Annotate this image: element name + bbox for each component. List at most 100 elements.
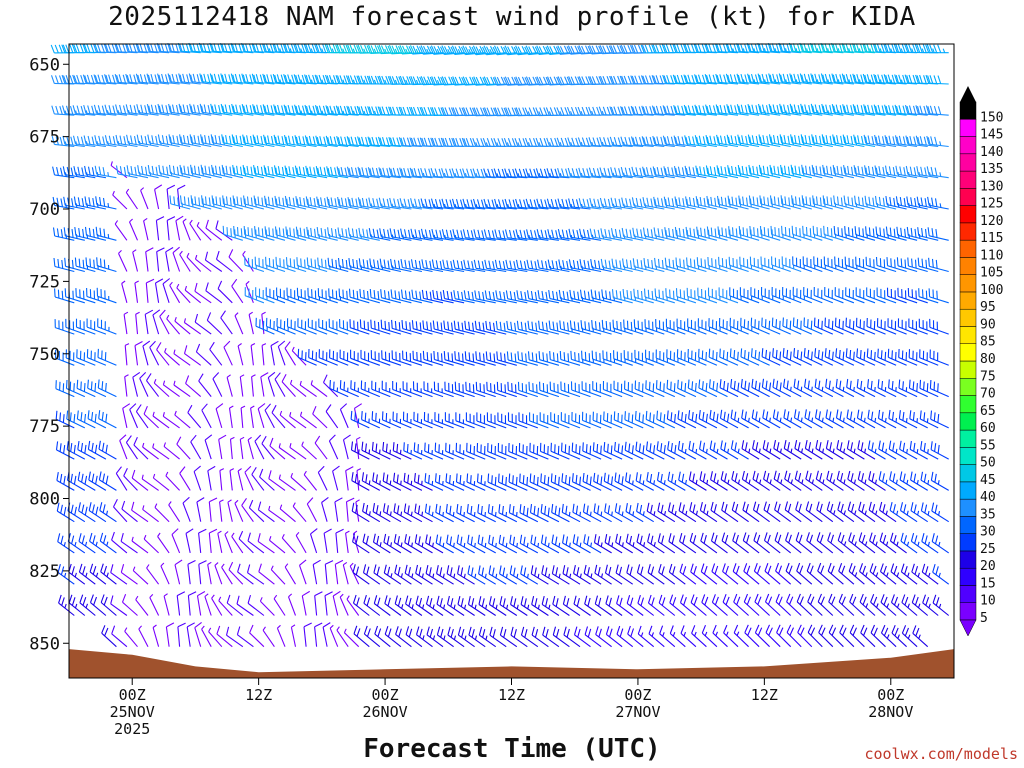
wind-barb: [215, 250, 233, 272]
wind-barb: [169, 195, 191, 210]
wind-barb: [325, 404, 339, 429]
wind-barb: [423, 381, 444, 398]
wind-barb: [301, 441, 317, 460]
wind-barb: [136, 104, 159, 116]
wind-barb: [66, 471, 86, 491]
wind-barb: [622, 258, 644, 273]
wind-barb: [422, 350, 444, 366]
colorbar-label: 85: [980, 335, 996, 350]
wind-barb: [271, 404, 286, 429]
colorbar-bottom-arrow: [959, 619, 977, 637]
wind-barb: [145, 278, 155, 303]
wind-barb: [297, 318, 317, 335]
wind-barb: [218, 596, 233, 616]
wind-barb: [260, 372, 269, 397]
wind-barb: [531, 626, 549, 648]
wind-barb: [370, 350, 391, 366]
wind-barb: [912, 625, 929, 648]
wind-barb: [206, 312, 223, 335]
wind-barb: [265, 317, 286, 335]
wind-barb: [357, 136, 380, 148]
wind-barb: [342, 561, 349, 585]
wind-barb: [74, 257, 96, 273]
wind-barb: [152, 473, 170, 491]
wind-barb: [284, 195, 307, 210]
wind-barb: [87, 410, 107, 429]
colorbar-swatch: [959, 222, 977, 241]
wind-barb: [195, 343, 212, 366]
wind-barb: [332, 465, 340, 491]
wind-barb: [584, 626, 602, 648]
wind-barb: [362, 564, 381, 585]
wind-barb: [214, 562, 223, 585]
wind-barb: [200, 134, 222, 148]
wind-barb: [404, 534, 423, 554]
wind-barb: [610, 228, 633, 241]
wind-barb: [473, 259, 496, 273]
wind-barb: [179, 195, 201, 210]
wind-barb: [561, 473, 581, 491]
wind-barb: [530, 534, 549, 554]
wind-barb: [381, 380, 402, 398]
wind-barb: [329, 379, 349, 398]
wind-barb: [573, 626, 591, 648]
wind-barb: [162, 278, 171, 303]
wind-barb: [132, 249, 139, 272]
wind-barb: [339, 403, 349, 429]
wind-barb: [99, 532, 117, 554]
wind-barb: [234, 312, 244, 335]
wind-barb: [146, 564, 160, 585]
wind-barb: [487, 473, 507, 491]
wind-barb: [353, 403, 362, 429]
wind-barb: [623, 319, 644, 335]
wind-barb: [110, 595, 128, 616]
wind-barb: [232, 164, 254, 179]
wind-barb: [517, 381, 538, 398]
wind-barb: [415, 626, 433, 648]
wind-barb: [409, 137, 433, 148]
wind-barb: [413, 473, 433, 491]
wind-barb: [516, 320, 538, 335]
wind-barb: [410, 259, 433, 273]
wind-barb: [240, 43, 264, 54]
wind-barb: [87, 379, 107, 398]
wind-barb: [519, 504, 539, 523]
wind-barb: [190, 195, 212, 210]
wind-barb: [211, 594, 223, 616]
wind-barb: [231, 103, 254, 116]
wind-barb: [540, 473, 560, 491]
wind-barb: [242, 164, 265, 179]
wind-barb: [382, 441, 402, 460]
wind-barb: [374, 625, 391, 648]
wind-barb: [378, 167, 401, 179]
wind-barb: [932, 594, 950, 616]
wind-barb: [56, 502, 75, 523]
wind-barb: [488, 565, 507, 585]
wind-barb: [231, 278, 244, 304]
wind-barb: [168, 164, 191, 179]
wind-barb: [653, 227, 675, 241]
wind-barb: [144, 309, 154, 335]
wind-barb: [250, 343, 256, 366]
wind-barb: [647, 533, 665, 554]
wind-barb: [425, 534, 444, 554]
wind-barb: [149, 594, 160, 616]
wind-barb: [424, 503, 444, 523]
colorbar-label: 140: [980, 145, 1003, 160]
wind-barb: [156, 43, 180, 54]
wind-barb: [474, 320, 496, 335]
wind-barb: [261, 435, 275, 460]
wind-barb: [499, 565, 518, 585]
wind-barb: [537, 259, 559, 273]
wind-barb: [324, 591, 333, 616]
colorbar-swatch: [959, 533, 977, 552]
wind-barb: [247, 594, 265, 616]
wind-barb: [352, 533, 370, 554]
wind-barb: [431, 259, 454, 273]
wind-barb: [463, 259, 486, 273]
wind-barb: [413, 442, 433, 460]
wind-barb: [605, 595, 623, 616]
wind-barb: [550, 473, 570, 491]
wind-barb: [390, 258, 412, 273]
wind-barb: [454, 351, 475, 366]
